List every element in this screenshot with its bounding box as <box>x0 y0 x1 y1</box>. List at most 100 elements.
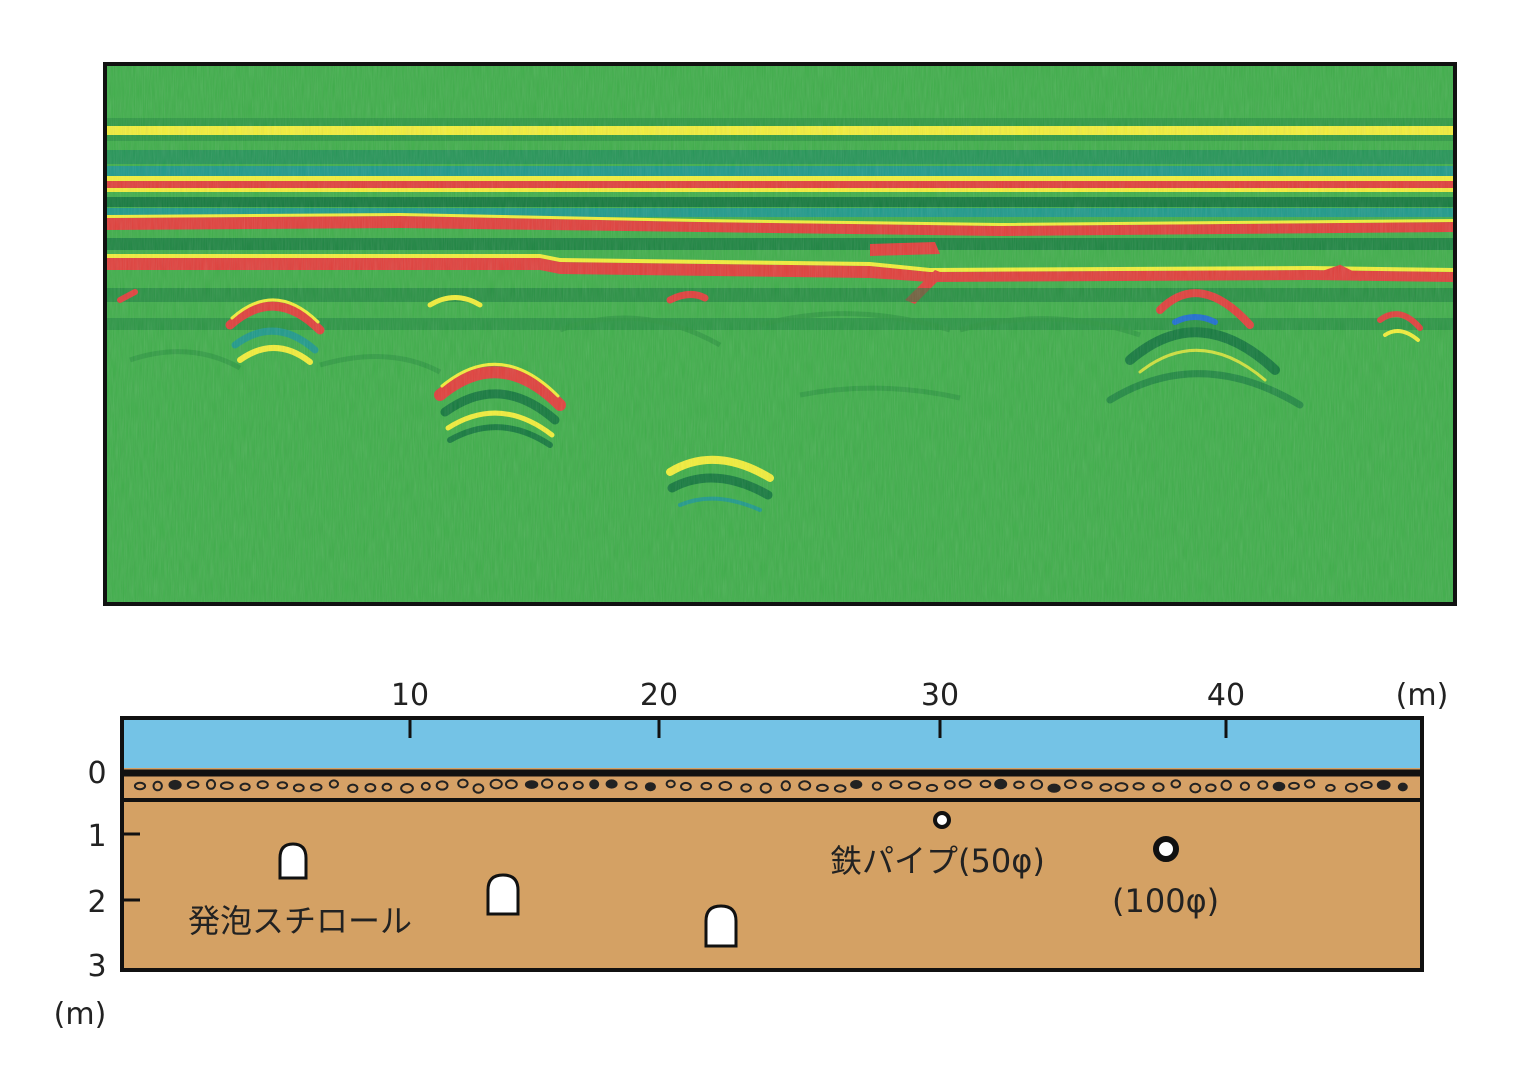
pebble <box>1047 783 1061 793</box>
pebble <box>871 781 883 791</box>
styrofoam-block <box>278 842 308 880</box>
pebble <box>347 783 359 793</box>
y-axis-unit: (m) <box>54 997 107 1032</box>
pebble <box>889 780 903 790</box>
gravel-pebbles <box>133 778 1408 794</box>
pebble <box>605 779 618 789</box>
pebble <box>665 779 676 789</box>
pebble <box>1304 779 1316 789</box>
pebble <box>994 778 1008 790</box>
pebble <box>1064 779 1077 790</box>
styrofoam-label: 発泡スチロール <box>188 902 412 940</box>
pebble <box>644 782 656 792</box>
pebble <box>457 778 469 789</box>
pebble <box>850 780 863 789</box>
pipe-100-label: (100φ) <box>1112 882 1219 920</box>
pebble <box>1189 782 1202 794</box>
x-tick-label: 30 <box>921 678 959 713</box>
pebble <box>524 780 539 789</box>
radargram <box>105 64 1455 604</box>
pebble <box>816 783 829 793</box>
pebble <box>958 779 972 789</box>
pebble <box>541 778 554 789</box>
pebble <box>133 781 147 791</box>
pebble <box>1132 782 1145 791</box>
soil-layer <box>122 802 1422 970</box>
pebble <box>833 784 847 793</box>
styrofoam-block <box>486 873 520 916</box>
iron-pipe-100 <box>1153 836 1179 862</box>
styrofoam-blocks <box>278 842 738 948</box>
pebble <box>1220 779 1232 791</box>
pebble <box>328 779 339 789</box>
pebble <box>944 780 956 790</box>
pebble <box>798 780 812 791</box>
iron-pipe-50 <box>933 811 951 829</box>
pebble <box>1272 781 1286 792</box>
surface-layer <box>122 718 1422 768</box>
y-tick-label: 2 <box>87 885 106 920</box>
pebble <box>907 781 922 790</box>
pebble <box>256 780 269 790</box>
y-tick-label: 1 <box>87 819 106 854</box>
x-axis <box>408 718 1228 738</box>
pebble <box>420 781 431 791</box>
y-tick-label: 0 <box>87 756 106 791</box>
pebble <box>1114 782 1129 792</box>
x-tick-label: 20 <box>640 678 678 713</box>
pebble <box>589 779 600 790</box>
pebble <box>435 780 449 791</box>
pebble <box>276 781 289 790</box>
pebble <box>292 783 305 793</box>
y-tick-label: 3 <box>87 949 106 984</box>
pebble <box>205 779 217 790</box>
pebble <box>759 782 772 794</box>
pebble <box>1397 782 1408 792</box>
pebble <box>152 780 163 792</box>
styrofoam-block <box>704 904 738 948</box>
x-tick-label: 40 <box>1207 678 1245 713</box>
pebble <box>309 783 323 792</box>
pebble <box>1170 779 1182 789</box>
pebble <box>1376 780 1391 790</box>
pebble <box>489 778 503 790</box>
pebble <box>472 783 485 794</box>
cross-section: 10 20 30 40 (m) 0 1 2 3 (m) 発泡スチロール 鉄パイプ… <box>54 678 1449 1032</box>
pebble <box>505 779 518 790</box>
pebble <box>1205 783 1217 793</box>
pebble <box>572 780 584 790</box>
pebble <box>557 781 569 791</box>
pebble <box>400 783 414 794</box>
pebble <box>364 783 377 793</box>
section-frame <box>120 716 1424 972</box>
x-tick-label: 10 <box>391 678 429 713</box>
pebble <box>186 780 200 789</box>
radargram-frame <box>103 62 1457 606</box>
pebble <box>1344 782 1358 793</box>
pebble <box>381 782 393 792</box>
pebble <box>1099 783 1113 792</box>
pebble <box>925 783 939 793</box>
pebble <box>1288 781 1300 790</box>
iron-pipe-label: 鉄パイプ(50φ) <box>830 842 1045 880</box>
pebble <box>219 781 234 791</box>
pebble <box>1152 782 1165 793</box>
pebble <box>1081 781 1093 790</box>
pebble <box>239 782 251 792</box>
pebble <box>1030 779 1044 790</box>
pebble <box>780 780 791 792</box>
pebble <box>680 781 692 792</box>
pebble <box>1239 781 1251 791</box>
pebble <box>1325 783 1336 792</box>
pebble <box>168 779 182 790</box>
y-axis <box>122 832 140 902</box>
pebble <box>1257 780 1269 790</box>
pebble <box>624 781 638 791</box>
x-axis-unit: (m) <box>1396 678 1449 713</box>
pebble <box>1360 780 1373 790</box>
pebble <box>979 779 992 789</box>
pebble <box>700 781 713 791</box>
pebble <box>1013 780 1025 790</box>
pebble <box>718 781 733 791</box>
